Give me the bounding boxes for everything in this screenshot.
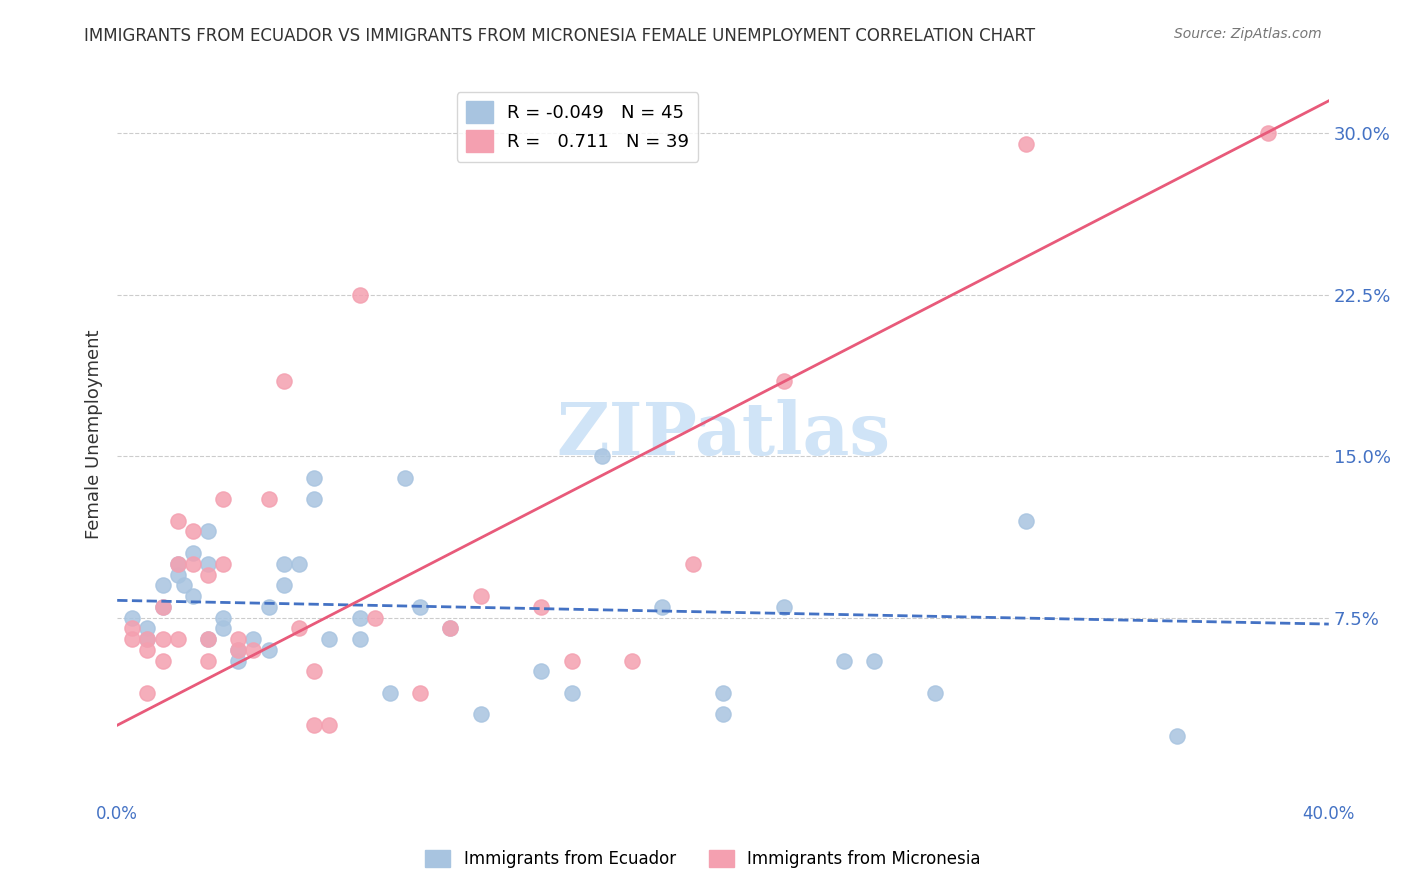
- Point: [228, 643, 250, 657]
- Point: [257, 599, 280, 614]
- Point: [363, 610, 385, 624]
- Point: [349, 632, 371, 647]
- Point: [560, 686, 582, 700]
- Point: [591, 449, 613, 463]
- Point: [136, 643, 159, 657]
- Point: [136, 632, 159, 647]
- Point: [378, 686, 401, 700]
- Point: [166, 557, 188, 571]
- Point: [197, 654, 219, 668]
- Point: [166, 557, 188, 571]
- Point: [318, 718, 340, 732]
- Point: [152, 578, 174, 592]
- Point: [212, 492, 235, 507]
- Point: [152, 632, 174, 647]
- Point: [288, 557, 311, 571]
- Point: [1166, 729, 1188, 743]
- Point: [166, 514, 188, 528]
- Point: [651, 599, 673, 614]
- Point: [302, 718, 325, 732]
- Point: [166, 567, 188, 582]
- Point: [152, 599, 174, 614]
- Point: [621, 654, 644, 668]
- Point: [318, 632, 340, 647]
- Point: [242, 643, 264, 657]
- Point: [121, 632, 143, 647]
- Point: [152, 654, 174, 668]
- Point: [228, 643, 250, 657]
- Point: [181, 546, 204, 560]
- Point: [1257, 126, 1279, 140]
- Y-axis label: Female Unemployment: Female Unemployment: [86, 330, 103, 540]
- Point: [257, 643, 280, 657]
- Point: [173, 578, 195, 592]
- Point: [470, 589, 492, 603]
- Point: [181, 557, 204, 571]
- Point: [273, 557, 295, 571]
- Point: [228, 632, 250, 647]
- Point: [136, 621, 159, 635]
- Point: [136, 686, 159, 700]
- Point: [212, 610, 235, 624]
- Point: [772, 374, 794, 388]
- Legend: R = -0.049   N = 45, R =   0.711   N = 39: R = -0.049 N = 45, R = 0.711 N = 39: [457, 92, 699, 161]
- Text: IMMIGRANTS FROM ECUADOR VS IMMIGRANTS FROM MICRONESIA FEMALE UNEMPLOYMENT CORREL: IMMIGRANTS FROM ECUADOR VS IMMIGRANTS FR…: [84, 27, 1035, 45]
- Point: [711, 707, 734, 722]
- Point: [832, 654, 855, 668]
- Point: [302, 665, 325, 679]
- Point: [121, 621, 143, 635]
- Point: [257, 492, 280, 507]
- Point: [152, 599, 174, 614]
- Point: [439, 621, 461, 635]
- Point: [242, 632, 264, 647]
- Point: [439, 621, 461, 635]
- Point: [166, 632, 188, 647]
- Point: [197, 632, 219, 647]
- Point: [924, 686, 946, 700]
- Point: [197, 632, 219, 647]
- Point: [863, 654, 886, 668]
- Point: [302, 492, 325, 507]
- Point: [197, 524, 219, 539]
- Text: Source: ZipAtlas.com: Source: ZipAtlas.com: [1174, 27, 1322, 41]
- Point: [288, 621, 311, 635]
- Point: [181, 524, 204, 539]
- Point: [228, 654, 250, 668]
- Point: [409, 599, 432, 614]
- Point: [1015, 136, 1038, 151]
- Point: [273, 374, 295, 388]
- Point: [470, 707, 492, 722]
- Point: [302, 470, 325, 484]
- Point: [682, 557, 704, 571]
- Point: [349, 287, 371, 301]
- Point: [121, 610, 143, 624]
- Point: [136, 632, 159, 647]
- Point: [409, 686, 432, 700]
- Point: [197, 567, 219, 582]
- Point: [772, 599, 794, 614]
- Point: [197, 557, 219, 571]
- Point: [394, 470, 416, 484]
- Text: ZIPatlas: ZIPatlas: [555, 399, 890, 470]
- Point: [273, 578, 295, 592]
- Point: [530, 599, 553, 614]
- Point: [1015, 514, 1038, 528]
- Point: [181, 589, 204, 603]
- Point: [560, 654, 582, 668]
- Point: [349, 610, 371, 624]
- Point: [711, 686, 734, 700]
- Point: [212, 557, 235, 571]
- Legend: Immigrants from Ecuador, Immigrants from Micronesia: Immigrants from Ecuador, Immigrants from…: [419, 843, 987, 875]
- Point: [212, 621, 235, 635]
- Point: [530, 665, 553, 679]
